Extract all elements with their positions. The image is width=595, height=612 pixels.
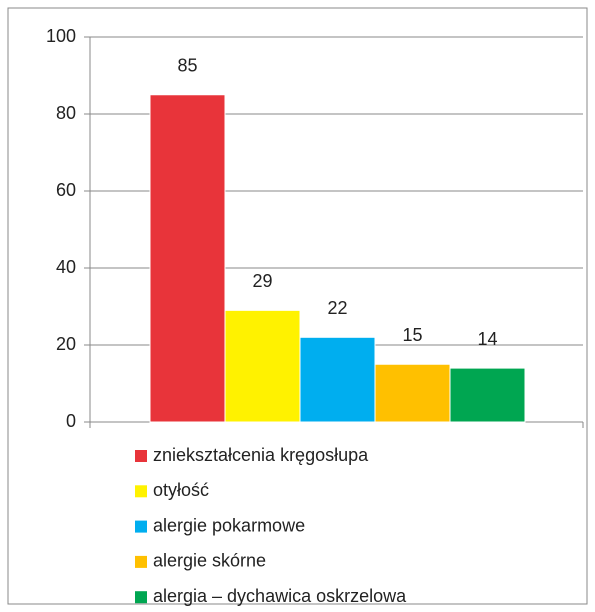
y-tick-label: 20 bbox=[56, 334, 76, 354]
y-tick-label: 100 bbox=[46, 26, 76, 46]
legend-swatch bbox=[135, 591, 147, 604]
legend-label: otyłość bbox=[153, 480, 209, 500]
data-label: 22 bbox=[327, 298, 347, 318]
bar bbox=[449, 367, 526, 423]
legend-label: alergie skórne bbox=[153, 551, 266, 571]
y-tick-label: 60 bbox=[56, 180, 76, 200]
legend-swatch bbox=[135, 520, 147, 533]
data-label: 29 bbox=[252, 271, 272, 291]
data-label: 85 bbox=[177, 56, 197, 76]
bar bbox=[149, 94, 226, 423]
bar bbox=[374, 363, 451, 423]
bar bbox=[224, 309, 301, 423]
data-label: 15 bbox=[402, 325, 422, 345]
legend-label: alergie pokarmowe bbox=[153, 515, 305, 535]
y-tick-label: 80 bbox=[56, 103, 76, 123]
data-label: 14 bbox=[477, 329, 497, 349]
legend-swatch bbox=[135, 450, 147, 462]
chart-border bbox=[7, 7, 588, 605]
bar bbox=[299, 336, 376, 423]
y-tick-label: 40 bbox=[56, 257, 76, 277]
legend-swatch bbox=[135, 555, 147, 568]
legend-label: alergia – dychawica oskrzelowa bbox=[153, 586, 407, 606]
legend-swatch bbox=[135, 485, 147, 498]
y-tick-label: 0 bbox=[66, 411, 76, 431]
legend-label: zniekształcenia kręgosłupa bbox=[153, 445, 369, 465]
